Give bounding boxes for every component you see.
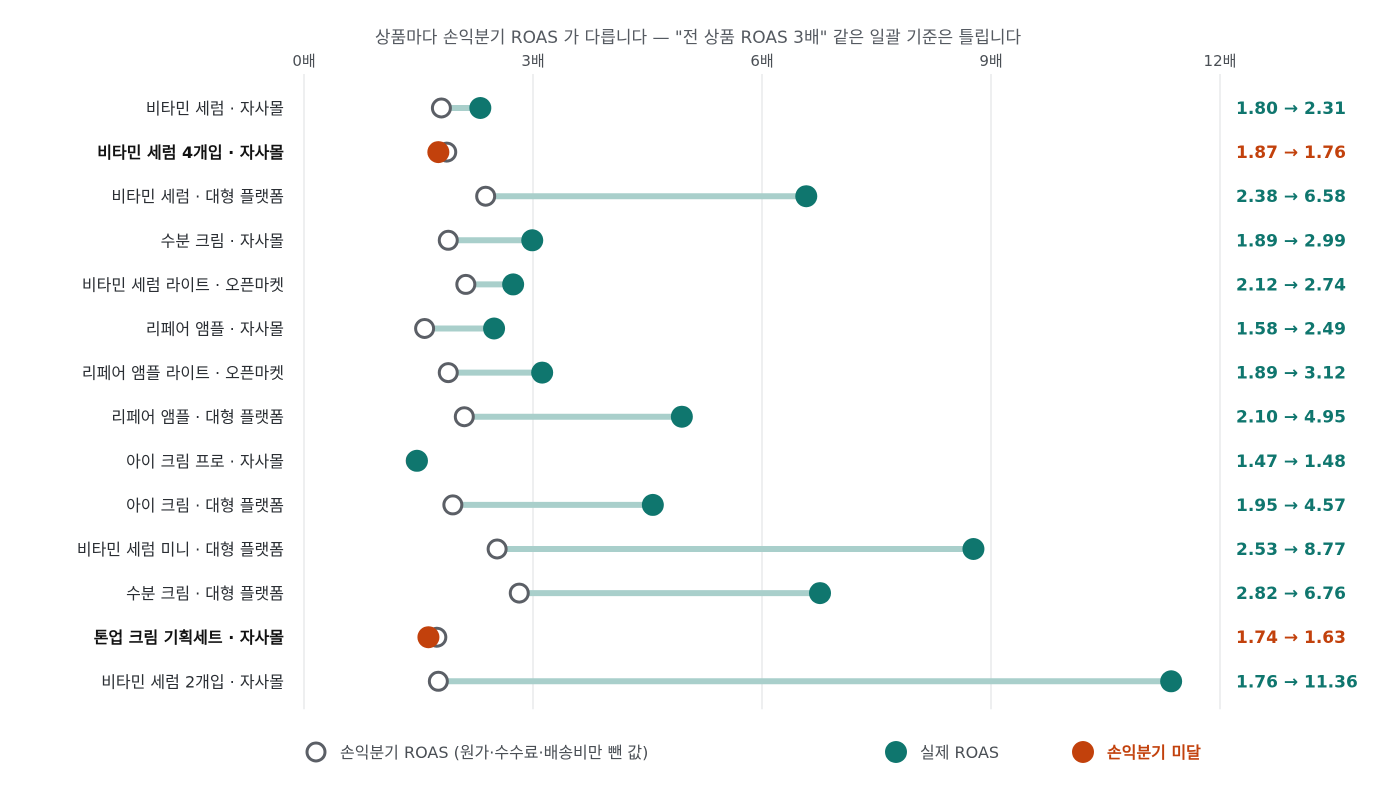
x-tick-label: 12배	[1204, 52, 1237, 70]
actual-point	[962, 538, 985, 560]
breakeven-point	[455, 273, 477, 295]
category-label: 수분 크림 · 자사몰	[161, 231, 284, 250]
category-label: 비타민 세럼 라이트 · 오픈마켓	[82, 275, 284, 294]
chart-row: 수분 크림 · 대형 플랫폼 2.82 → 6.76	[126, 582, 1346, 605]
breakeven-point	[414, 318, 436, 339]
legend-marker-below	[1072, 741, 1094, 763]
value-label: 1.58 → 2.49	[1236, 320, 1346, 340]
value-label: 1.95 → 4.57	[1236, 496, 1346, 516]
breakeven-point	[475, 185, 497, 207]
category-label: 리페어 앰플 · 대형 플랫폼	[111, 408, 284, 427]
category-label: 비타민 세럼 · 자사몰	[146, 99, 284, 118]
chart-row: 리페어 앰플 라이트 · 오픈마켓 1.89 → 3.12	[82, 361, 1346, 384]
category-label: 비타민 세럼 4개입 · 자사몰	[97, 143, 284, 162]
chart-row: 수분 크림 · 자사몰 1.89 → 2.99	[161, 229, 1346, 252]
category-label: 리페어 앰플 라이트 · 오픈마켓	[82, 364, 284, 383]
legend-label: 손익분기 미달	[1107, 743, 1201, 762]
chart-row: 비타민 세럼 라이트 · 오픈마켓 2.12 → 2.74	[82, 273, 1346, 296]
value-label: 2.38 → 6.58	[1236, 187, 1346, 207]
chart-row: 비타민 세럼 · 대형 플랫폼 2.38 → 6.58	[111, 185, 1346, 208]
actual-point	[809, 582, 832, 605]
below-breakeven-point	[417, 626, 440, 649]
x-tick-label: 9배	[979, 52, 1002, 70]
below-breakeven-point	[427, 141, 450, 164]
chart-row: 비타민 세럼 · 자사몰 1.80 → 2.31	[146, 97, 1346, 119]
value-label: 1.47 → 1.48	[1236, 452, 1346, 472]
x-tick-label: 0배	[292, 52, 315, 70]
legend-label: 손익분기 ROAS (원가·수수료·배송비만 뺀 값)	[340, 743, 648, 762]
value-label: 1.89 → 2.99	[1236, 231, 1346, 251]
breakeven-point	[508, 582, 530, 604]
category-label: 비타민 세럼 2개입 · 자사몰	[101, 672, 284, 691]
value-label: 2.82 → 6.76	[1236, 584, 1346, 604]
category-label: 비타민 세럼 미니 · 대형 플랫폼	[77, 540, 284, 559]
breakeven-point	[437, 229, 459, 251]
breakeven-point	[430, 97, 452, 119]
x-tick-label: 3배	[521, 52, 544, 70]
legend-item: 실제 ROAS	[885, 741, 999, 763]
chart-row: 톤업 크림 기획세트 · 자사몰 1.74 → 1.63	[94, 626, 1346, 649]
chart-row: 리페어 앰플 · 대형 플랫폼 2.10 → 4.95	[111, 405, 1346, 428]
legend-marker-breakeven	[305, 741, 327, 763]
breakeven-point	[442, 494, 464, 516]
chart-row: 비타민 세럼 4개입 · 자사몰 1.87 → 1.76	[97, 141, 1346, 164]
grid-lines	[303, 74, 1221, 710]
actual-point	[483, 317, 506, 340]
value-label: 2.53 → 8.77	[1236, 540, 1346, 560]
x-tick-label: 6배	[750, 52, 773, 70]
value-label: 1.89 → 3.12	[1236, 364, 1346, 384]
actual-point	[521, 229, 544, 252]
legend: 손익분기 ROAS (원가·수수료·배송비만 뺀 값) 실제 ROAS 손익분기 미…	[305, 741, 1201, 763]
breakeven-point	[453, 406, 475, 428]
chart-title: 상품마다 손익분기 ROAS 가 다릅니다 — "전 상품 ROAS 3배" 같…	[375, 28, 1022, 48]
actual-point	[405, 449, 428, 472]
x-axis-ticks: 0배 3배 6배 9배 12배	[292, 52, 1236, 70]
actual-point	[502, 273, 525, 296]
breakeven-point	[427, 670, 449, 692]
value-label: 1.74 → 1.63	[1236, 628, 1346, 648]
legend-item: 손익분기 미달	[1072, 741, 1201, 763]
value-label: 2.12 → 2.74	[1236, 275, 1346, 295]
category-label: 리페어 앰플 · 자사몰	[146, 320, 284, 339]
category-label: 아이 크림 · 대형 플랫폼	[126, 496, 284, 515]
actual-point	[795, 185, 818, 208]
chart-row: 비타민 세럼 2개입 · 자사몰 1.76 → 11.36	[101, 670, 1358, 693]
actual-point	[670, 405, 693, 428]
legend-label: 실제 ROAS	[920, 743, 999, 762]
breakeven-point	[437, 362, 459, 384]
category-label: 비타민 세럼 · 대형 플랫폼	[111, 187, 284, 206]
value-label: 1.87 → 1.76	[1236, 143, 1346, 163]
chart-row: 아이 크림 · 대형 플랫폼 1.95 → 4.57	[126, 493, 1346, 516]
breakeven-point	[486, 538, 508, 560]
chart-row: 아이 크림 프로 · 자사몰 1.47 → 1.48	[126, 449, 1346, 472]
value-label: 1.76 → 11.36	[1236, 672, 1358, 692]
actual-point	[1160, 670, 1183, 693]
actual-point	[641, 493, 664, 516]
chart-rows: 비타민 세럼 · 자사몰 1.80 → 2.31 비타민 세럼 4개입 · 자사몰 1…	[77, 97, 1358, 693]
value-label: 1.80 → 2.31	[1236, 99, 1346, 119]
category-label: 톤업 크림 기획세트 · 자사몰	[94, 628, 285, 647]
legend-marker-actual	[885, 741, 907, 763]
value-label: 2.10 → 4.95	[1236, 408, 1346, 428]
category-label: 아이 크림 프로 · 자사몰	[126, 452, 284, 471]
legend-item: 손익분기 ROAS (원가·수수료·배송비만 뺀 값)	[305, 741, 648, 763]
actual-point	[531, 361, 554, 384]
chart-row: 리페어 앰플 · 자사몰 1.58 → 2.49	[146, 317, 1346, 340]
chart-row: 비타민 세럼 미니 · 대형 플랫폼 2.53 → 8.77	[77, 538, 1346, 560]
actual-point	[469, 97, 492, 119]
category-label: 수분 크림 · 대형 플랫폼	[126, 584, 284, 603]
